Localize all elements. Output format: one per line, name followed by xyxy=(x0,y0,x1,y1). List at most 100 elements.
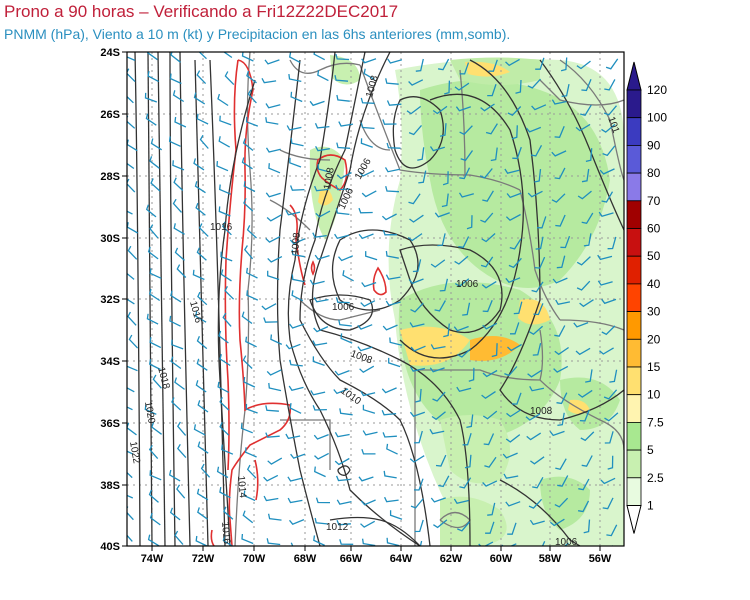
wind-barb xyxy=(263,495,279,502)
wind-barb xyxy=(246,225,257,239)
wind-barb xyxy=(457,521,471,532)
wind-barb xyxy=(435,454,447,467)
wind-barb xyxy=(530,456,545,465)
wind-barb xyxy=(555,299,571,306)
wind-barb xyxy=(579,409,590,422)
wind-barb xyxy=(171,397,182,411)
wind-barb xyxy=(313,433,329,440)
wind-barb xyxy=(244,447,257,458)
colorbar-swatch xyxy=(626,200,642,229)
wind-barb xyxy=(480,256,494,268)
colorbar-swatch xyxy=(626,449,642,479)
wind-barb xyxy=(358,476,374,482)
wind-barb xyxy=(554,497,569,508)
wind-barb xyxy=(242,138,254,152)
wind-barb xyxy=(485,521,495,534)
wind-barb xyxy=(577,389,593,398)
colorbar-label: 5 xyxy=(647,443,654,457)
wind-barb xyxy=(515,79,522,94)
wind-barb xyxy=(317,163,331,173)
wind-barb xyxy=(196,488,209,501)
wind-barb xyxy=(314,123,330,129)
contour-label: 1016 xyxy=(219,521,232,545)
wind-barb xyxy=(317,69,329,82)
wind-barb xyxy=(147,70,160,83)
wind-barb xyxy=(216,161,229,172)
lon-tick-label: 66W xyxy=(340,553,363,565)
wind-barb xyxy=(478,541,494,546)
wind-barb xyxy=(171,339,184,350)
wind-barb xyxy=(219,115,232,126)
wind-barb xyxy=(200,463,211,478)
wind-barb xyxy=(454,255,469,265)
wind-barb xyxy=(264,59,280,65)
wind-barb xyxy=(409,455,425,463)
wind-barb xyxy=(549,430,565,437)
wind-barb xyxy=(385,78,399,85)
wind-barb xyxy=(265,117,279,125)
wind-barb xyxy=(408,193,421,205)
wind-barb xyxy=(365,251,378,261)
wind-barb xyxy=(361,58,377,64)
wind-barb xyxy=(127,494,134,499)
wind-barb xyxy=(194,181,206,194)
wind-barb xyxy=(221,444,234,455)
colorbar-swatch xyxy=(626,89,642,119)
wind-barb xyxy=(604,79,616,91)
wind-barb xyxy=(437,233,446,247)
wind-barb xyxy=(335,297,350,304)
contour-label: 1008 xyxy=(290,232,303,256)
wind-barb xyxy=(600,477,616,485)
wind-barb xyxy=(507,106,522,116)
wind-barb xyxy=(199,134,209,149)
wind-barb xyxy=(288,518,305,525)
wind-barb xyxy=(360,390,376,397)
wind-barb xyxy=(314,185,329,192)
lon-tick-label: 68W xyxy=(294,553,317,565)
wind-barb xyxy=(127,90,134,104)
contour-label: 1008 xyxy=(322,166,337,190)
wind-barb xyxy=(430,259,446,268)
wind-barb xyxy=(150,178,161,192)
wind-barb xyxy=(241,533,254,545)
wind-barb xyxy=(482,369,498,378)
wind-barb xyxy=(580,104,592,116)
wind-barb xyxy=(384,167,400,173)
wind-barb xyxy=(291,274,305,283)
wind-barb xyxy=(607,455,614,470)
wind-barb xyxy=(170,290,182,303)
wind-barb xyxy=(358,207,373,214)
lat-tick-label: 38S xyxy=(100,480,120,492)
wind-barb xyxy=(286,125,302,131)
wind-barb xyxy=(385,274,401,280)
wind-barb xyxy=(410,345,426,352)
wind-barb xyxy=(219,486,231,499)
wind-barb xyxy=(357,346,373,352)
wind-barb xyxy=(439,123,447,137)
wind-barb xyxy=(434,212,450,218)
wind-barb xyxy=(509,238,522,250)
wind-barb xyxy=(315,145,330,152)
wind-barb xyxy=(149,512,161,526)
wind-barb xyxy=(176,484,186,499)
wind-barb xyxy=(437,58,450,71)
wind-barb xyxy=(529,385,545,392)
wind-barb xyxy=(246,464,257,479)
wind-barb xyxy=(335,184,350,191)
wind-barb xyxy=(480,212,494,223)
wind-barb xyxy=(243,181,256,193)
wind-barb xyxy=(314,254,330,260)
latitude-axis: 24S 26S 28S 30S 32S 34S 36S 38S 40S xyxy=(100,47,127,553)
wind-barb xyxy=(410,302,424,313)
wind-barb xyxy=(289,157,302,168)
colorbar-label: 70 xyxy=(647,194,661,208)
lat-tick-label: 32S xyxy=(100,294,120,306)
wind-barb xyxy=(406,105,422,115)
colorbar-label: 1 xyxy=(647,499,654,513)
lat-tick-label: 28S xyxy=(100,171,120,183)
wind-barb xyxy=(176,264,187,278)
wind-barb xyxy=(511,125,518,140)
wind-barb xyxy=(599,168,615,175)
wind-barb xyxy=(457,348,472,358)
wind-barb xyxy=(454,82,470,91)
